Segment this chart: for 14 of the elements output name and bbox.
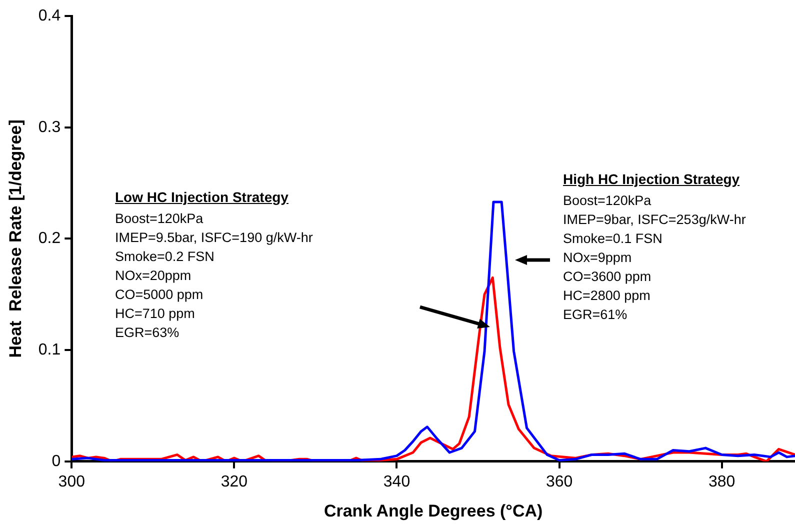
y-tick-label: 0 <box>52 452 61 470</box>
x-tick-label: 340 <box>383 473 410 490</box>
x-tick-label: 380 <box>708 473 736 490</box>
y-tick-label: 0.1 <box>38 341 61 358</box>
x-tick-label: 300 <box>58 473 86 490</box>
annotation: High HC Injection Strategy Boost=120kPa IMEP=9bar, ISFC=253g/kW-hr Smoke=0.1 FSN NOx=9ppm CO=3600 ppm HC=2800 ppm EGR=61% <box>563 170 746 324</box>
x-tick-label: 320 <box>220 473 248 490</box>
y-axis-title: Heat Release Rate [1/degree] <box>6 120 25 358</box>
annotation: Low HC Injection Strategy Boost=120kPa IMEP=9.5bar, ISFC=190 g/kW-hr Smoke=0.2 FSN NOx=20ppm CO=5000 ppm HC=710 ppm EGR=63% <box>115 188 313 342</box>
x-tick-label: 360 <box>546 473 573 490</box>
x-axis-title: Crank Angle Degrees (°CA) <box>324 501 543 520</box>
y-tick-label: 0.3 <box>38 118 61 136</box>
y-tick-label: 0.2 <box>38 230 61 248</box>
y-tick-label: 0.4 <box>38 7 61 24</box>
